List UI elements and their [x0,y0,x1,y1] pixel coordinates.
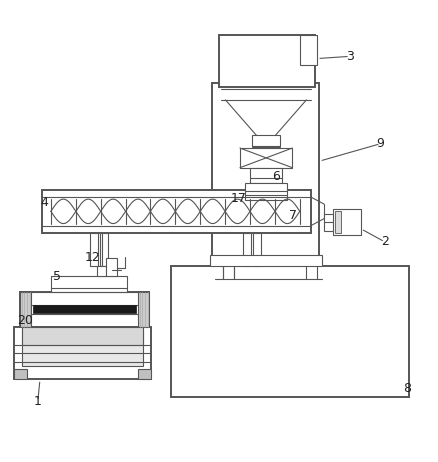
Text: 2: 2 [381,236,389,249]
Text: 1: 1 [34,395,42,408]
Bar [20,292,149,327]
Bar [210,255,321,266]
Text: 7: 7 [289,209,297,222]
Text: 12: 12 [85,251,100,264]
Text: 8: 8 [403,382,411,395]
Bar [243,233,251,266]
Bar [324,213,332,231]
Bar [14,327,151,379]
Bar [90,233,98,266]
Bar [252,146,280,148]
Bar [251,168,282,183]
Text: 6: 6 [272,170,280,183]
Text: 17: 17 [231,192,247,205]
Bar [253,233,261,266]
Text: 5: 5 [53,270,61,283]
Bar [219,35,315,87]
Bar [14,369,27,379]
Bar [171,266,409,397]
Bar [138,369,151,379]
Bar [51,275,127,292]
Bar [138,292,149,327]
Bar [21,327,144,345]
Text: 9: 9 [377,137,385,150]
Bar [20,292,31,327]
Bar [245,183,287,200]
Bar [212,83,319,283]
Bar [21,331,144,366]
Bar [335,211,341,233]
Bar [252,135,280,146]
Bar [97,266,106,275]
Bar [332,209,361,235]
Bar [42,189,311,233]
Text: 20: 20 [17,314,33,327]
Text: 4: 4 [40,196,48,209]
Bar [240,148,292,168]
Bar [106,258,117,275]
Bar [33,305,136,313]
Bar [300,35,317,65]
Bar [100,233,108,266]
Text: 3: 3 [346,50,354,63]
Bar [252,168,280,170]
